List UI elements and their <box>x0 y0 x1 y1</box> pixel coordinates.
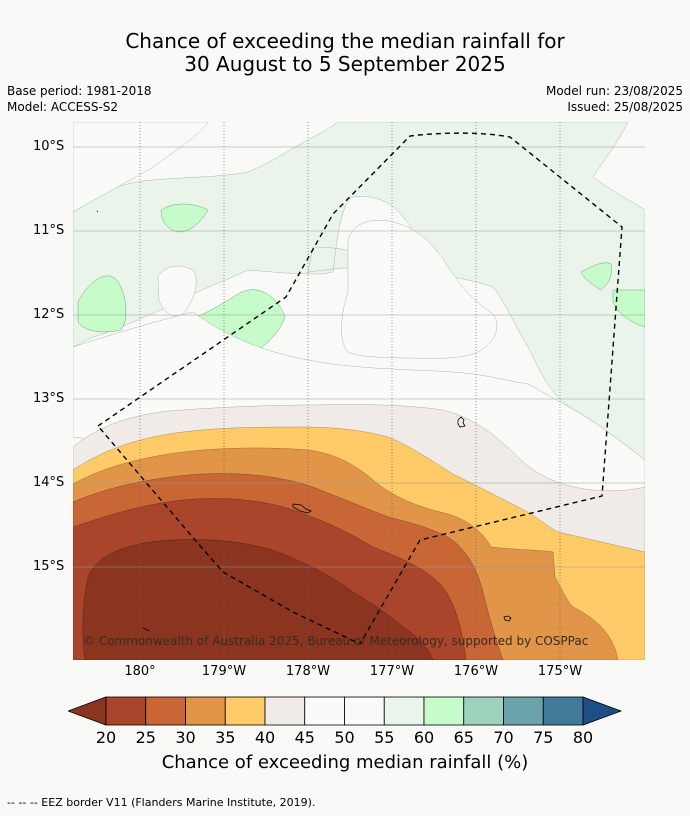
lon-label-176w: 176°W <box>453 664 499 679</box>
copyright-text: © Commonwealth of Australia 2025, Bureau… <box>83 634 588 648</box>
colorbar <box>68 696 623 726</box>
lat-label-10s: 10°S <box>33 139 65 154</box>
colorbar-tick-25: 25 <box>135 728 156 747</box>
colorbar-tick-65: 65 <box>453 728 474 747</box>
lon-label-177w: 177°W <box>369 664 415 679</box>
eez-border <box>96 132 623 645</box>
lon-label-178w: 178°W <box>285 664 331 679</box>
colorbar-cell-70-75 <box>503 696 544 726</box>
colorbar-tick-45: 45 <box>294 728 315 747</box>
region-50-55-small <box>157 265 197 317</box>
colorbar-cell-75-80 <box>542 696 584 726</box>
island-d <box>142 627 150 632</box>
region-60-65-b <box>77 275 127 333</box>
lat-label-12s: 12°S <box>33 307 65 322</box>
region-50-55-topleft <box>73 122 209 213</box>
lon-label-175w: 175°W <box>537 664 583 679</box>
map-title: Chance of exceeding the median rainfall … <box>0 30 690 76</box>
lon-label-180: 180° <box>124 664 156 679</box>
colorbar-tick-55: 55 <box>374 728 395 747</box>
region-lt20 <box>82 539 434 660</box>
colorbar-cell-40-45 <box>264 696 306 726</box>
model-run: Model run: 23/08/2025 <box>545 84 683 98</box>
island-e <box>96 210 99 213</box>
colorbar-tick-20: 20 <box>95 728 117 747</box>
base-period: Base period: 1981-2018 <box>7 84 152 98</box>
island-b <box>292 503 312 514</box>
region-60-65-d <box>580 262 612 291</box>
colorbar-cell-60-65 <box>423 696 465 726</box>
colorbar-tick-60: 60 <box>413 728 435 747</box>
island-a <box>457 416 466 428</box>
title-line-2: 30 August to 5 September 2025 <box>184 52 506 76</box>
region-60-65-e <box>612 289 645 328</box>
lat-label-13s: 13°S <box>33 391 65 406</box>
colorbar-tick-80: 80 <box>572 728 594 747</box>
lat-gridlines <box>73 146 645 568</box>
colorbar-cell-45-50 <box>304 696 345 726</box>
colorbar-cell-50-55 <box>344 696 385 726</box>
colorbar-gt80 <box>582 696 623 726</box>
colorbar-label: Chance of exceeding median rainfall (%) <box>161 752 529 773</box>
eez-footnote: -- -- -- EEZ border V11 (Flanders Marine… <box>7 796 316 809</box>
lon-label-179w: 179°W <box>201 664 247 679</box>
meta-left: Base period: 1981-2018 Model: ACCESS-S2 <box>7 83 152 115</box>
colorbar-cell-25-30 <box>145 696 186 726</box>
colorbar-lt20 <box>68 696 107 726</box>
colorbar-tick-40: 40 <box>254 728 276 747</box>
colorbar-tick-70: 70 <box>493 728 514 747</box>
colorbar-tick-35: 35 <box>215 728 236 747</box>
colorbar-tick-75: 75 <box>533 728 554 747</box>
issued-date: Issued: 25/08/2025 <box>567 100 683 114</box>
island-c <box>503 615 512 622</box>
rainfall-map: © Commonwealth of Australia 2025, Bureau… <box>73 122 645 660</box>
colorbar-tick-50: 50 <box>334 728 355 747</box>
region-50-55-inner <box>341 219 498 359</box>
title-line-1: Chance of exceeding the median rainfall … <box>125 29 565 53</box>
colorbar-tick-30: 30 <box>175 728 196 747</box>
model-name: Model: ACCESS-S2 <box>7 100 119 114</box>
colorbar-cell-30-35 <box>185 696 226 726</box>
region-60-65-a <box>160 203 209 233</box>
colorbar-cell-55-60 <box>383 696 425 726</box>
lat-label-11s: 11°S <box>33 223 65 238</box>
lat-label-14s: 14°S <box>33 475 65 490</box>
colorbar-cell-35-40 <box>224 696 266 726</box>
meta-right: Model run: 23/08/2025 Issued: 25/08/2025 <box>546 83 683 115</box>
colorbar-cell-20-25 <box>105 696 147 726</box>
colorbar-cell-65-70 <box>463 696 504 726</box>
lat-label-15s: 15°S <box>33 559 65 574</box>
